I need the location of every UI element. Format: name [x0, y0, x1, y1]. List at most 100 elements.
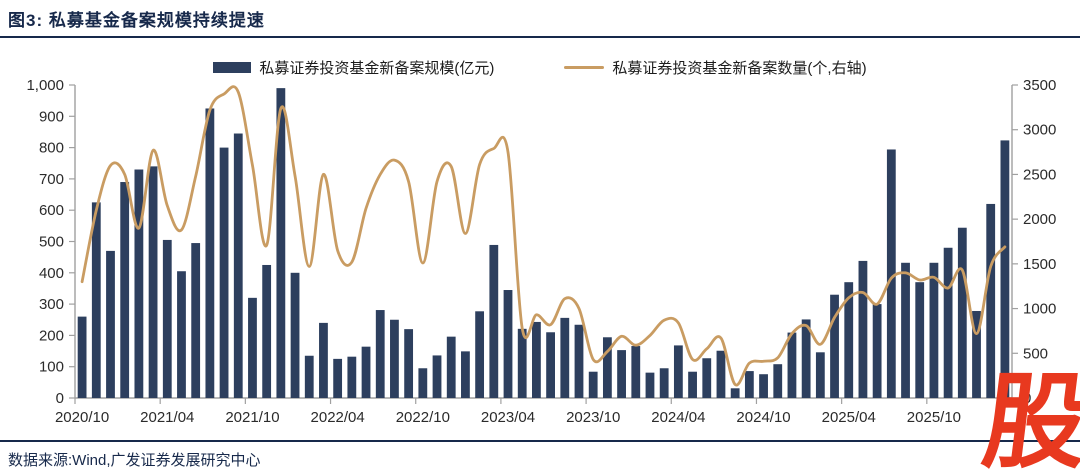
bar — [1000, 140, 1010, 398]
bar — [986, 203, 996, 398]
x-tick-label: 2025/10 — [907, 409, 961, 426]
bar — [560, 317, 570, 398]
bar — [972, 310, 981, 398]
bar — [162, 239, 172, 398]
data-source: 数据来源:Wind,广发证券发展研究中心 — [8, 452, 261, 469]
bar — [304, 355, 314, 398]
combo-chart: 0 100 200 300 400 500 600 700 800 900 1,000 0 500 100… — [26, 78, 1056, 426]
bar — [886, 149, 896, 398]
bar — [319, 322, 328, 398]
bar — [347, 356, 357, 398]
bar — [901, 262, 910, 398]
bar — [744, 371, 754, 398]
bar — [134, 169, 144, 398]
bar — [915, 282, 925, 398]
bar — [191, 243, 201, 398]
bar — [929, 262, 939, 398]
bar — [461, 351, 470, 398]
bar — [801, 319, 811, 398]
bar — [532, 321, 541, 398]
bar — [730, 388, 740, 398]
bar-series-swatch-icon — [213, 61, 252, 73]
bar — [574, 324, 584, 398]
y-left-tick-label: 500 — [39, 234, 64, 251]
bar — [475, 311, 485, 398]
bar — [446, 336, 456, 398]
bar — [688, 371, 697, 398]
bar — [830, 294, 839, 398]
y-right-tick-label: 500 — [1023, 345, 1048, 362]
bar — [390, 319, 399, 398]
bar — [233, 133, 243, 398]
bar-series-label: 私募证券投资基金新备案规模(亿元) — [259, 59, 495, 77]
x-tick-label: 2021/10 — [225, 409, 279, 426]
figure-footer: 数据来源:Wind,广发证券发展研究中心 — [0, 440, 1080, 470]
legend-item-line-series: 私募证券投资基金新备案数量(个,右轴) — [564, 57, 867, 78]
bar — [290, 272, 300, 398]
y-left-tick-label: 800 — [39, 140, 64, 157]
bar — [248, 297, 257, 398]
line-series-swatch-icon — [564, 65, 605, 69]
line-series-label: 私募证券投资基金新备案数量(个,右轴) — [612, 59, 867, 77]
x-tick-label: 2020/10 — [55, 409, 109, 426]
y-left-tick-label: 0 — [56, 390, 64, 407]
y-right-tick-label: 2000 — [1023, 211, 1056, 228]
chart-legend: 私募证券投资基金新备案规模(亿元) 私募证券投资基金新备案数量(个,右轴) — [0, 56, 1080, 78]
bar — [716, 350, 726, 398]
bar — [943, 247, 953, 398]
figure-title: 图3: 私募基金备案规模持续提速 — [8, 10, 265, 30]
bar — [631, 346, 641, 398]
x-tick-label: 2022/04 — [311, 409, 365, 426]
y-left-tick-label: 100 — [39, 359, 64, 376]
bar — [489, 244, 499, 398]
bar — [91, 202, 101, 398]
bar — [787, 332, 797, 398]
y-right-tick-label: 2500 — [1023, 166, 1056, 183]
bar — [205, 108, 215, 398]
bar — [276, 88, 286, 398]
bar — [177, 271, 186, 398]
y-left-tick-label: 900 — [39, 108, 64, 125]
bar — [815, 352, 825, 398]
y-right-tick-label: 1000 — [1023, 301, 1056, 318]
bar — [375, 310, 385, 398]
y-left-tick-label: 600 — [39, 202, 64, 219]
watermark-gu: 股 — [976, 365, 1080, 474]
x-tick-label: 2022/10 — [396, 409, 450, 426]
bar — [546, 332, 555, 398]
bar — [602, 337, 612, 398]
bar — [673, 345, 683, 398]
y-right-tick-label: 3500 — [1023, 78, 1056, 94]
x-tick-label: 2023/04 — [481, 409, 535, 426]
y-left-tick-label: 1,000 — [26, 78, 64, 94]
bar — [432, 355, 442, 398]
bar — [120, 182, 130, 398]
bar — [517, 328, 527, 398]
bar — [77, 316, 87, 398]
bar — [645, 372, 655, 398]
bar — [503, 290, 513, 398]
y-left-tick-label: 300 — [39, 296, 64, 313]
figure-title-row: 图3: 私募基金备案规模持续提速 — [0, 0, 1080, 38]
bar — [106, 250, 115, 398]
x-tick-label: 2021/04 — [140, 409, 194, 426]
bar — [219, 147, 229, 398]
bar — [262, 264, 272, 398]
bar — [759, 374, 768, 398]
x-tick-label: 2025/04 — [822, 409, 876, 426]
y-right-tick-label: 0 — [1023, 390, 1031, 407]
bar — [404, 329, 414, 398]
legend-item-bar-series: 私募证券投资基金新备案规模(亿元) — [213, 57, 494, 78]
bar — [333, 358, 343, 398]
bar — [773, 364, 783, 398]
bar — [588, 371, 598, 398]
bar — [872, 304, 882, 398]
y-left-tick-label: 700 — [39, 171, 64, 188]
bar — [361, 346, 371, 398]
y-left-tick-label: 400 — [39, 265, 64, 282]
bar — [418, 368, 428, 398]
y-right-tick-label: 3000 — [1023, 122, 1056, 139]
bar — [858, 260, 868, 398]
x-tick-label: 2024/10 — [736, 409, 790, 426]
